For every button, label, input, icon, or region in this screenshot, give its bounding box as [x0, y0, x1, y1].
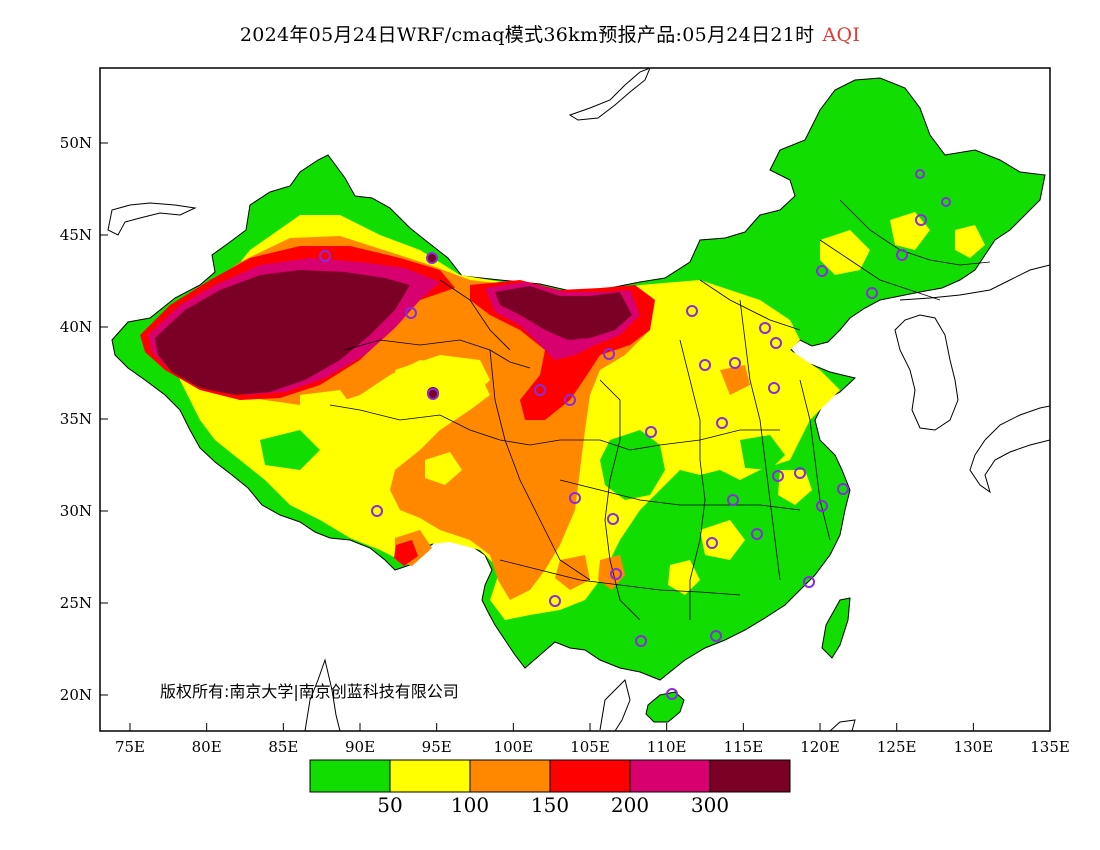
lat-tick-label: 35N	[60, 410, 92, 428]
neighbor-outlines	[107, 68, 1050, 731]
lon-tick-label: 95E	[422, 738, 452, 756]
lon-tick-label: 115E	[724, 738, 764, 756]
colorbar-label: 150	[531, 793, 569, 817]
map-frame	[99, 67, 1051, 732]
hainan-island	[645, 691, 685, 723]
lat-tick-label: 40N	[60, 318, 92, 336]
copyright-text: 版权所有:南京大学|南京创蓝科技有限公司	[160, 682, 459, 701]
lon-tick-label: 125E	[877, 738, 917, 756]
colorbar-swatch	[389, 759, 471, 793]
lon-tick-label: 85E	[268, 738, 298, 756]
province-boundaries	[329, 199, 991, 621]
colorbar-label: 100	[451, 793, 489, 817]
aqi-hazardous-zone	[155, 253, 632, 399]
lon-tick-label: 120E	[800, 738, 840, 756]
title-text: 2024年05月24日WRF/cmaq模式36km预报产品:05月24日21时	[239, 24, 815, 46]
colorbar-swatch	[309, 759, 391, 793]
lon-tick-label: 90E	[345, 738, 375, 756]
taiwan-island	[821, 597, 851, 659]
longitude-axis: 75E 80E 85E 90E 95E 100E 105E 110E 115E 120E 125E 1…	[115, 723, 1070, 756]
station-markers	[319, 169, 951, 700]
lat-tick-label: 20N	[60, 686, 92, 704]
latitude-axis: 50N 45N 40N 35N 30N 25N 20N	[60, 134, 108, 704]
colorbar-label: 50	[377, 793, 402, 817]
title-variable: AQI	[822, 24, 861, 46]
lon-tick-label: 100E	[494, 738, 534, 756]
colorbar-swatch	[549, 759, 631, 793]
lat-tick-label: 25N	[60, 594, 92, 612]
colorbar-swatch	[629, 759, 711, 793]
lat-tick-label: 30N	[60, 502, 92, 520]
map-content	[107, 68, 1050, 731]
colorbar-swatch	[469, 759, 551, 793]
colorbar-swatch	[709, 759, 791, 793]
colorbar-label: 200	[611, 793, 649, 817]
lon-tick-label: 105E	[570, 738, 610, 756]
lon-tick-label: 130E	[954, 738, 994, 756]
lon-tick-label: 75E	[115, 738, 145, 756]
lat-tick-label: 45N	[60, 226, 92, 244]
map-title: 2024年05月24日WRF/cmaq模式36km预报产品:05月24日21时 A…	[0, 20, 1100, 47]
lon-tick-label: 135E	[1030, 738, 1070, 756]
lon-tick-label: 110E	[647, 738, 687, 756]
aqi-colorbar: 50 100 150 200 300	[309, 759, 791, 817]
lat-tick-label: 50N	[60, 134, 92, 152]
lon-tick-label: 80E	[192, 738, 222, 756]
aqi-good-patches	[260, 430, 785, 640]
aqi-moderate-inner	[300, 355, 490, 485]
colorbar-label: 300	[691, 793, 729, 817]
